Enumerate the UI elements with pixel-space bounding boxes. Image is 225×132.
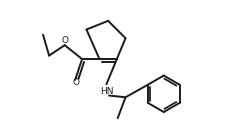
- Text: O: O: [61, 36, 68, 45]
- Text: O: O: [72, 78, 79, 87]
- Text: HN: HN: [100, 87, 113, 96]
